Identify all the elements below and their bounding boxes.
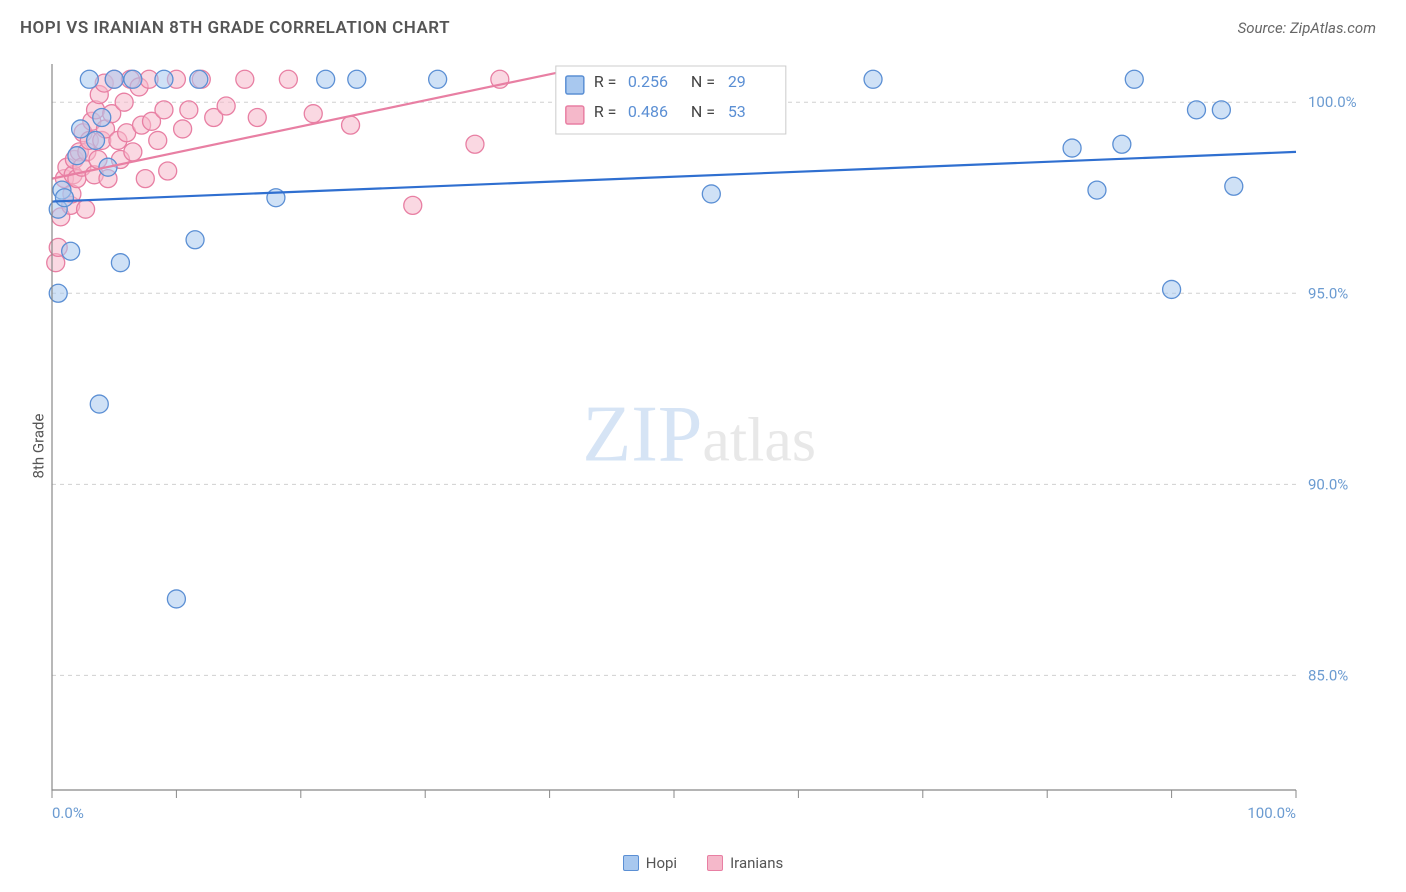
data-point	[167, 590, 185, 608]
data-point	[348, 70, 366, 88]
data-point	[155, 101, 173, 119]
data-point	[466, 135, 484, 153]
data-point	[279, 70, 297, 88]
data-point	[702, 185, 720, 203]
data-point	[111, 254, 129, 272]
data-point	[90, 395, 108, 413]
data-point	[136, 170, 154, 188]
correlation-legend	[556, 66, 786, 134]
legend-r-label: R =	[594, 72, 617, 91]
data-point	[155, 70, 173, 88]
data-point	[62, 242, 80, 260]
data-point	[1113, 135, 1131, 153]
y-axis-label: 8th Grade	[29, 414, 47, 479]
data-point	[1225, 177, 1243, 195]
data-point	[87, 131, 105, 149]
data-point	[180, 101, 198, 119]
legend-swatch	[707, 855, 723, 871]
plot-svg: ZIPatlas 0.0% 100.0% 85.0% 90.0% 95.0% 100.0% R…	[46, 60, 1366, 830]
trend-line	[52, 152, 1296, 202]
legend-r-value: 0.486	[628, 102, 668, 121]
legend-n-label: N =	[691, 102, 715, 121]
data-point	[68, 147, 86, 165]
data-point	[1163, 280, 1181, 298]
y-tick-label: 90.0%	[1308, 475, 1348, 493]
data-point	[1088, 181, 1106, 199]
data-point	[190, 70, 208, 88]
watermark: ZIPatlas	[582, 390, 816, 478]
data-point	[93, 108, 111, 126]
chart-header: HOPI VS IRANIAN 8TH GRADE CORRELATION CH…	[20, 18, 1376, 38]
data-point	[159, 162, 177, 180]
data-point	[317, 70, 335, 88]
legend-swatch	[623, 855, 639, 871]
x-tick-label: 100.0%	[1247, 804, 1296, 822]
data-point	[174, 120, 192, 138]
legend-swatch	[566, 106, 584, 124]
data-point	[864, 70, 882, 88]
legend-swatch	[566, 76, 584, 94]
legend-item: Hopi	[623, 854, 677, 872]
data-point	[72, 120, 90, 138]
data-point	[217, 97, 235, 115]
legend-n-value: 29	[728, 72, 746, 91]
data-point	[1063, 139, 1081, 157]
data-point	[77, 200, 95, 218]
data-point	[236, 70, 254, 88]
data-point	[124, 143, 142, 161]
legend-item: Iranians	[707, 854, 783, 872]
legend-r-label: R =	[594, 102, 617, 121]
data-point	[248, 108, 266, 126]
legend-r-value: 0.256	[628, 72, 668, 91]
data-point	[186, 231, 204, 249]
source-attribution: Source: ZipAtlas.com	[1238, 19, 1376, 37]
data-point	[149, 131, 167, 149]
y-tick-label: 95.0%	[1308, 284, 1348, 302]
data-point	[105, 70, 123, 88]
data-point	[1187, 101, 1205, 119]
data-point	[1125, 70, 1143, 88]
x-tick-label: 0.0%	[52, 804, 84, 822]
data-point	[342, 116, 360, 134]
data-point	[80, 70, 98, 88]
legend-label: Hopi	[646, 854, 677, 872]
legend-n-value: 53	[728, 102, 746, 121]
data-point	[115, 93, 133, 111]
y-tick-label: 85.0%	[1308, 666, 1348, 684]
scatter-chart: ZIPatlas 0.0% 100.0% 85.0% 90.0% 95.0% 100.0% R…	[46, 60, 1366, 830]
chart-title: HOPI VS IRANIAN 8TH GRADE CORRELATION CH…	[20, 18, 450, 38]
data-point	[429, 70, 447, 88]
data-point	[404, 196, 422, 214]
legend-label: Iranians	[730, 854, 783, 872]
legend-n-label: N =	[691, 72, 715, 91]
data-point	[124, 70, 142, 88]
legend-bottom: Hopi Iranians	[0, 854, 1406, 872]
data-point	[304, 105, 322, 123]
data-point	[1212, 101, 1230, 119]
y-tick-label: 100.0%	[1308, 93, 1357, 111]
data-point	[55, 189, 73, 207]
